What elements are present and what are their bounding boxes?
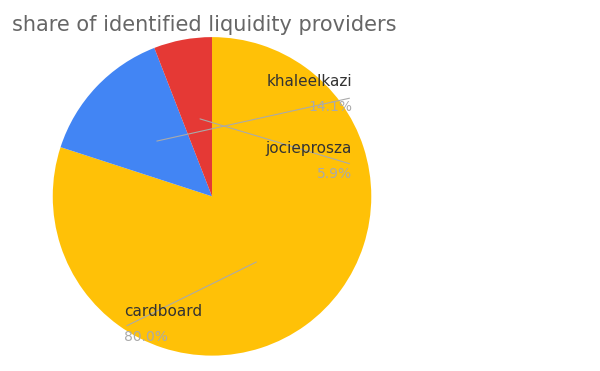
- Text: jocieprosza: jocieprosza: [266, 141, 352, 156]
- Text: 80.0%: 80.0%: [124, 329, 169, 344]
- Text: khaleelkazi: khaleelkazi: [266, 74, 352, 89]
- Text: share of identified liquidity providers: share of identified liquidity providers: [12, 15, 397, 35]
- Wedge shape: [154, 37, 212, 196]
- Wedge shape: [53, 37, 371, 356]
- Text: 14.1%: 14.1%: [308, 100, 352, 114]
- Text: 5.9%: 5.9%: [317, 167, 352, 181]
- Wedge shape: [61, 48, 212, 196]
- Text: cardboard: cardboard: [124, 303, 203, 319]
